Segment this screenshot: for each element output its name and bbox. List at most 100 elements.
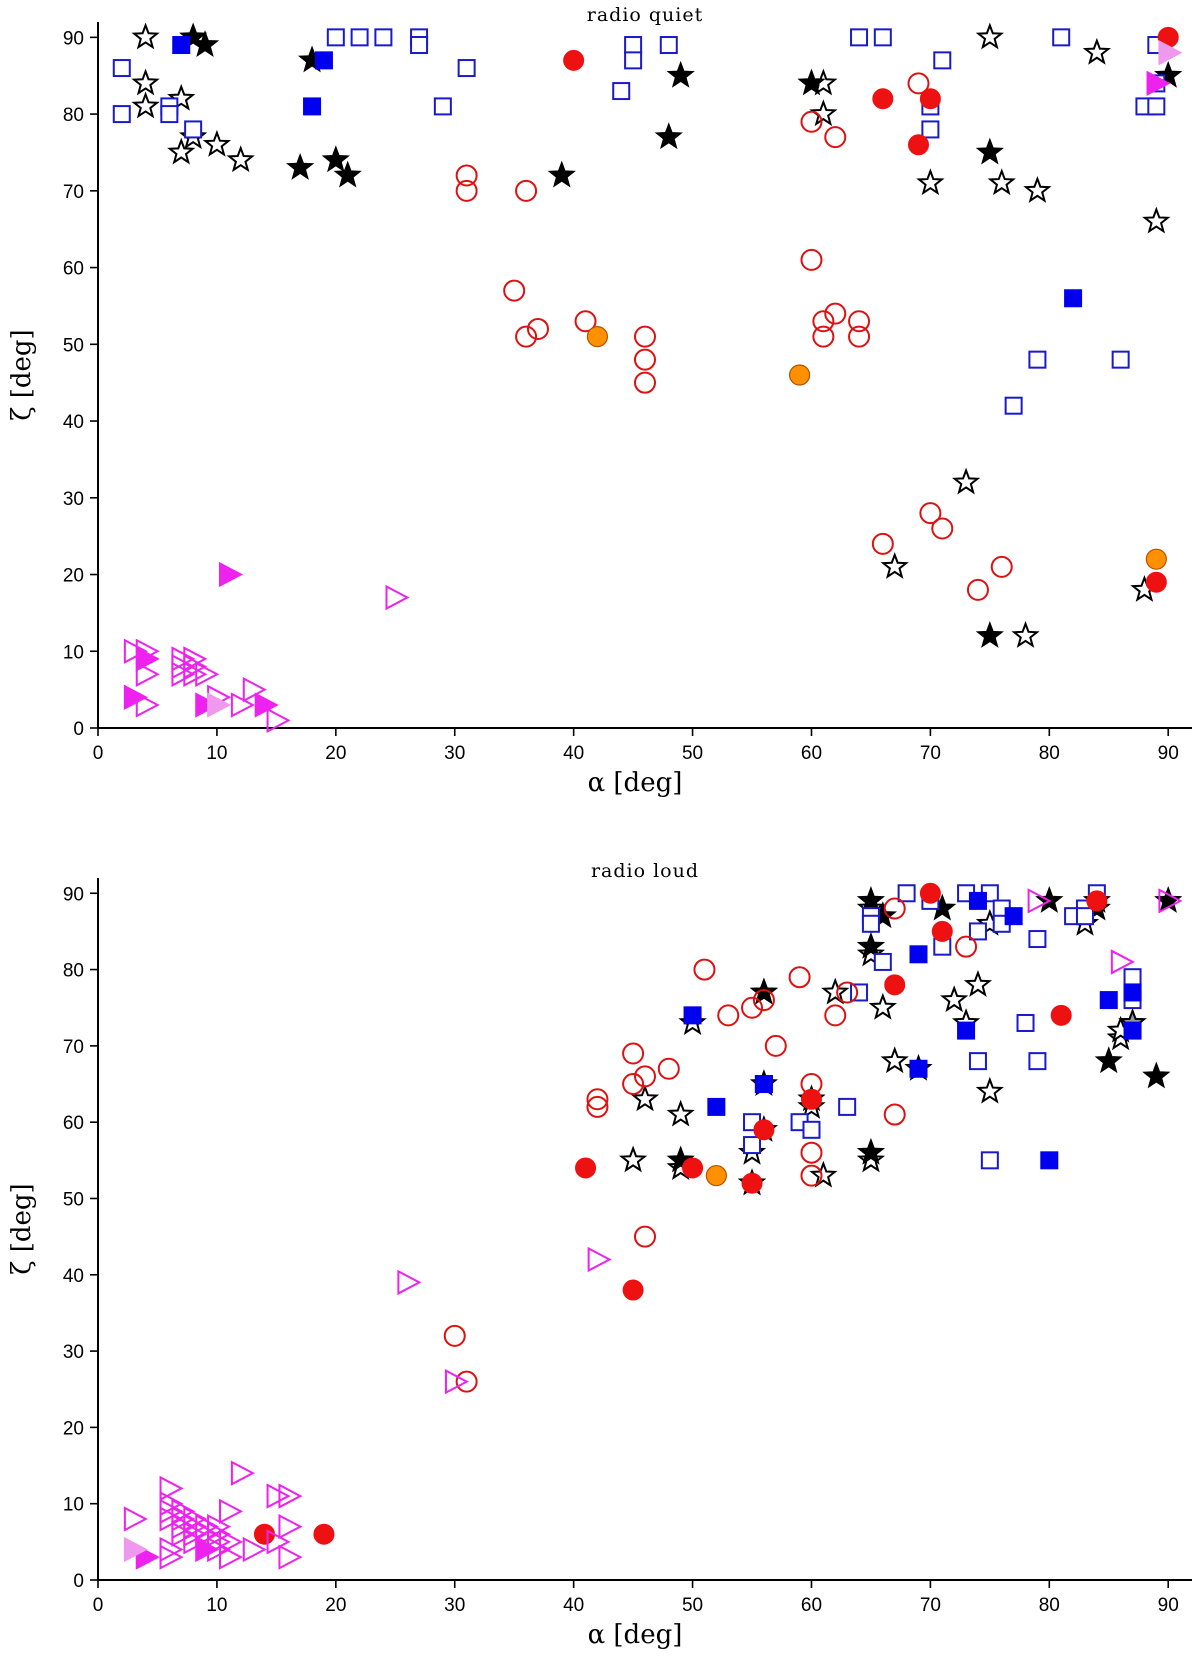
x-tick-label: 90 [1158, 743, 1179, 764]
data-point-star-open [856, 939, 886, 967]
data-point-star-filled [190, 30, 220, 58]
y-tick-label: 50 [63, 1189, 84, 1210]
data-point-circle-open [955, 935, 978, 958]
series-circle-orange [705, 1164, 727, 1187]
data-point-square-open [1028, 350, 1047, 369]
data-point-star-open [951, 467, 981, 495]
data-point-star-filled [666, 1145, 695, 1173]
y-tick-label: 10 [63, 642, 84, 663]
data-point-circle-orange [788, 364, 811, 386]
data-point-square-filled [1004, 907, 1023, 926]
data-point-triangle-open [195, 1521, 220, 1547]
data-point-circle-filled [1050, 1004, 1072, 1026]
y-tick-label: 0 [73, 1571, 84, 1592]
x-tick-label: 0 [93, 1595, 104, 1616]
data-point-circle-filled [1086, 890, 1108, 912]
data-point-square-open [350, 28, 369, 47]
series-circle-open [443, 897, 978, 1393]
data-point-circle-filled [800, 1088, 822, 1110]
data-point-square-filled [172, 36, 191, 55]
data-point-circle-open [503, 279, 526, 302]
y-tick-label: 60 [63, 1113, 84, 1134]
data-point-star-filled [749, 977, 779, 1005]
series-square-filled [683, 891, 1142, 1170]
data-point-triangle-filled [123, 684, 148, 710]
data-point-star-open [1011, 621, 1040, 648]
data-point-circle-open [717, 1004, 740, 1027]
data-point-circle-open [812, 325, 835, 348]
series-square-filled [172, 36, 1083, 308]
data-point-square-open [160, 105, 179, 124]
data-point-square-open [659, 36, 678, 55]
data-points [112, 22, 1183, 733]
data-point-square-filled [1040, 1151, 1059, 1170]
data-point-square-open [1111, 350, 1130, 369]
data-point-square-filled [683, 1006, 702, 1025]
data-point-circle-filled [313, 1523, 335, 1545]
data-point-circle-open [586, 1095, 609, 1118]
data-point-triangle-open [230, 1460, 255, 1486]
data-point-triangle-open [242, 1536, 267, 1563]
chart-title: radio loud [591, 860, 699, 882]
data-point-star-open [202, 129, 232, 157]
y-tick-label: 10 [63, 1495, 84, 1516]
data-point-circle-open [693, 958, 716, 981]
data-point-circle-open [788, 966, 811, 989]
data-point-triangle-light [1158, 40, 1183, 66]
data-point-circle-filled [563, 49, 585, 71]
data-point-circle-filled [253, 1523, 275, 1545]
data-point-circle-open [800, 110, 823, 133]
data-point-triangle-open [183, 661, 208, 687]
y-tick-label: 70 [63, 1037, 84, 1058]
data-point-square-open [624, 36, 643, 55]
data-point-triangle-open [219, 1498, 244, 1524]
data-point-triangle-open [171, 661, 196, 687]
data-point-triangle-open [230, 692, 255, 718]
data-point-circle-open [455, 1370, 478, 1393]
data-point-triangle-filled [135, 646, 160, 672]
x-tick-label: 80 [1039, 1595, 1060, 1616]
data-point-star-open [868, 992, 897, 1020]
data-point-square-open [968, 922, 987, 941]
data-point-circle-open [634, 325, 656, 348]
series-star-open [131, 22, 1171, 648]
data-point-star-open [167, 83, 196, 111]
series-circle-open [455, 72, 1013, 601]
series-triangle-light [123, 1536, 148, 1563]
data-point-star-open [809, 99, 838, 127]
data-point-star-filled [333, 160, 362, 188]
data-point-circle-open [848, 310, 871, 333]
data-point-circle-filled [908, 134, 929, 156]
x-tick-label: 0 [93, 743, 104, 764]
y-tick-label: 60 [63, 259, 84, 280]
data-point-star-open [975, 22, 1004, 50]
y-tick-label: 90 [63, 884, 84, 905]
data-point-star-open [666, 1099, 695, 1127]
data-point-triangle-open [1158, 888, 1183, 914]
data-point-triangle-open [135, 661, 160, 687]
y-tick-label: 50 [63, 335, 84, 356]
data-point-square-filled [909, 945, 928, 964]
data-point-star-open [1023, 175, 1052, 203]
data-point-circle-open [515, 179, 538, 202]
data-point-triangle-open [278, 1513, 303, 1540]
y-tick-label: 40 [63, 412, 84, 433]
scatter-panel-2: 0 10 20 30 40 50 60 70 80 90 0 10 20 30 40 50 60 70 80 90 ra… [7, 860, 1192, 1650]
data-point-square-open [112, 105, 131, 124]
data-point-square-open [1016, 1013, 1035, 1032]
data-point-triangle-open [266, 707, 291, 733]
data-point-triangle-open [242, 676, 267, 703]
data-point-circle-open [883, 1103, 906, 1126]
data-point-triangle-open [195, 661, 220, 687]
y-tick-label: 80 [63, 961, 84, 982]
data-point-triangle-filled [1146, 70, 1171, 97]
data-point-star-open [856, 1145, 886, 1173]
data-point-square-open [374, 28, 393, 47]
data-point-star-open [131, 91, 160, 119]
data-point-triangle-open [266, 1529, 291, 1555]
x-tick-label: 60 [801, 743, 822, 764]
data-point-circle-filled [872, 88, 894, 110]
data-point-circle-open [824, 1004, 847, 1027]
data-point-circle-open [443, 1324, 466, 1347]
